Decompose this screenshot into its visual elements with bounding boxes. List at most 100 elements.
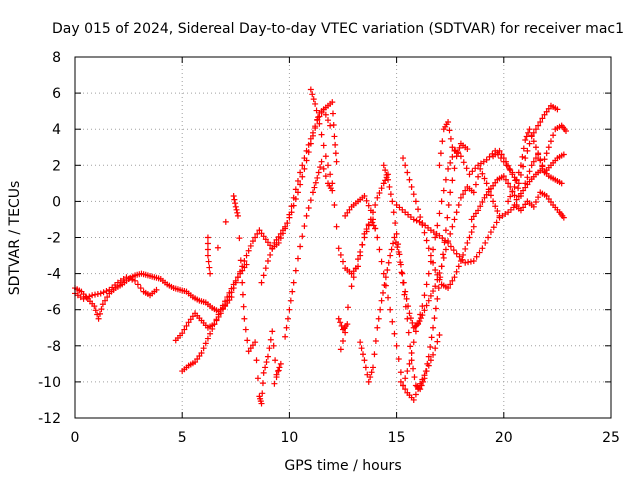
data-point-marker xyxy=(545,105,552,112)
data-point-marker xyxy=(297,181,304,188)
data-point-marker xyxy=(205,258,212,265)
data-point-marker xyxy=(98,306,105,313)
data-point-marker xyxy=(189,313,196,320)
data-point-marker xyxy=(431,315,438,322)
data-point-marker xyxy=(509,188,516,195)
data-point-marker xyxy=(204,234,211,241)
data-point-marker xyxy=(282,333,289,340)
data-point-marker xyxy=(406,310,413,317)
data-point-marker xyxy=(240,303,247,310)
data-point-marker xyxy=(427,252,434,259)
data-point-marker xyxy=(315,169,322,176)
data-series xyxy=(522,151,567,187)
y-tick-label: 0 xyxy=(52,194,61,210)
data-series xyxy=(380,162,503,331)
data-point-marker xyxy=(312,100,319,107)
data-point-marker xyxy=(447,135,454,142)
data-point-marker xyxy=(513,176,520,183)
data-point-marker xyxy=(309,129,316,136)
data-point-marker xyxy=(129,276,136,283)
data-point-marker xyxy=(445,239,452,246)
data-point-marker xyxy=(271,239,278,246)
data-point-marker xyxy=(318,131,325,138)
data-point-marker xyxy=(456,144,463,151)
data-point-marker xyxy=(500,155,507,162)
data-point-marker xyxy=(451,165,458,172)
data-point-marker xyxy=(558,180,565,187)
data-point-marker xyxy=(232,203,239,210)
data-point-marker xyxy=(440,187,447,194)
data-point-marker xyxy=(91,303,98,310)
data-point-marker xyxy=(541,156,548,163)
data-point-marker xyxy=(515,193,522,200)
data-point-marker xyxy=(333,223,340,230)
data-point-marker xyxy=(254,375,261,382)
data-point-marker xyxy=(455,202,462,209)
data-point-marker xyxy=(332,141,339,148)
data-point-marker xyxy=(307,197,314,204)
data-point-marker xyxy=(322,153,329,160)
x-tick-label: 15 xyxy=(388,430,406,446)
data-point-marker xyxy=(456,253,463,260)
data-point-marker xyxy=(282,223,289,230)
data-point-marker xyxy=(413,217,420,224)
data-point-marker xyxy=(322,173,329,180)
data-series xyxy=(468,165,565,223)
data-point-marker xyxy=(412,198,419,205)
data-point-marker xyxy=(470,223,477,230)
data-point-marker xyxy=(526,126,533,133)
data-point-marker xyxy=(234,209,241,216)
data-point-marker xyxy=(367,374,374,381)
data-point-marker xyxy=(430,324,437,331)
data-point-marker xyxy=(322,111,329,118)
data-point-marker xyxy=(209,325,216,332)
data-point-marker xyxy=(427,357,434,364)
data-point-marker xyxy=(507,193,514,200)
data-point-marker xyxy=(462,187,469,194)
data-point-marker xyxy=(539,163,546,170)
data-point-marker xyxy=(498,151,505,158)
data-point-marker xyxy=(382,282,389,289)
data-point-marker xyxy=(102,297,109,304)
data-point-marker xyxy=(435,285,442,292)
data-point-marker xyxy=(320,165,327,172)
data-point-marker xyxy=(430,288,437,295)
data-point-marker xyxy=(455,150,462,157)
data-point-marker xyxy=(511,192,518,199)
x-tick-label: 5 xyxy=(178,430,187,446)
data-point-marker xyxy=(371,351,378,358)
data-point-marker xyxy=(547,199,554,206)
data-point-marker xyxy=(525,129,532,136)
y-tick-label: -12 xyxy=(38,411,61,427)
data-point-marker xyxy=(384,266,391,273)
plot-frame xyxy=(74,56,612,419)
data-point-marker xyxy=(239,267,246,274)
data-point-marker xyxy=(468,229,475,236)
data-point-marker xyxy=(224,294,231,301)
data-point-marker xyxy=(537,157,544,164)
data-point-marker xyxy=(505,180,512,187)
data-point-marker xyxy=(432,345,439,352)
data-point-marker xyxy=(365,378,372,385)
data-point-marker xyxy=(262,265,269,272)
data-point-marker xyxy=(524,174,531,181)
data-point-marker xyxy=(425,297,432,304)
data-point-marker xyxy=(377,306,384,313)
data-series xyxy=(282,158,336,340)
data-point-marker xyxy=(430,259,437,266)
data-point-marker xyxy=(434,222,441,229)
data-point-marker xyxy=(391,234,398,241)
data-point-marker xyxy=(264,239,271,246)
data-point-marker xyxy=(126,275,133,282)
data-point-marker xyxy=(412,391,419,398)
data-point-marker xyxy=(408,183,415,190)
data-point-marker xyxy=(436,276,443,283)
data-point-marker xyxy=(477,203,484,210)
data-point-marker xyxy=(479,170,486,177)
data-point-marker xyxy=(405,303,412,310)
data-point-marker xyxy=(382,167,389,174)
data-point-marker xyxy=(311,184,318,191)
data-point-marker xyxy=(421,372,428,379)
data-point-marker xyxy=(198,350,205,357)
data-point-marker xyxy=(342,212,349,219)
